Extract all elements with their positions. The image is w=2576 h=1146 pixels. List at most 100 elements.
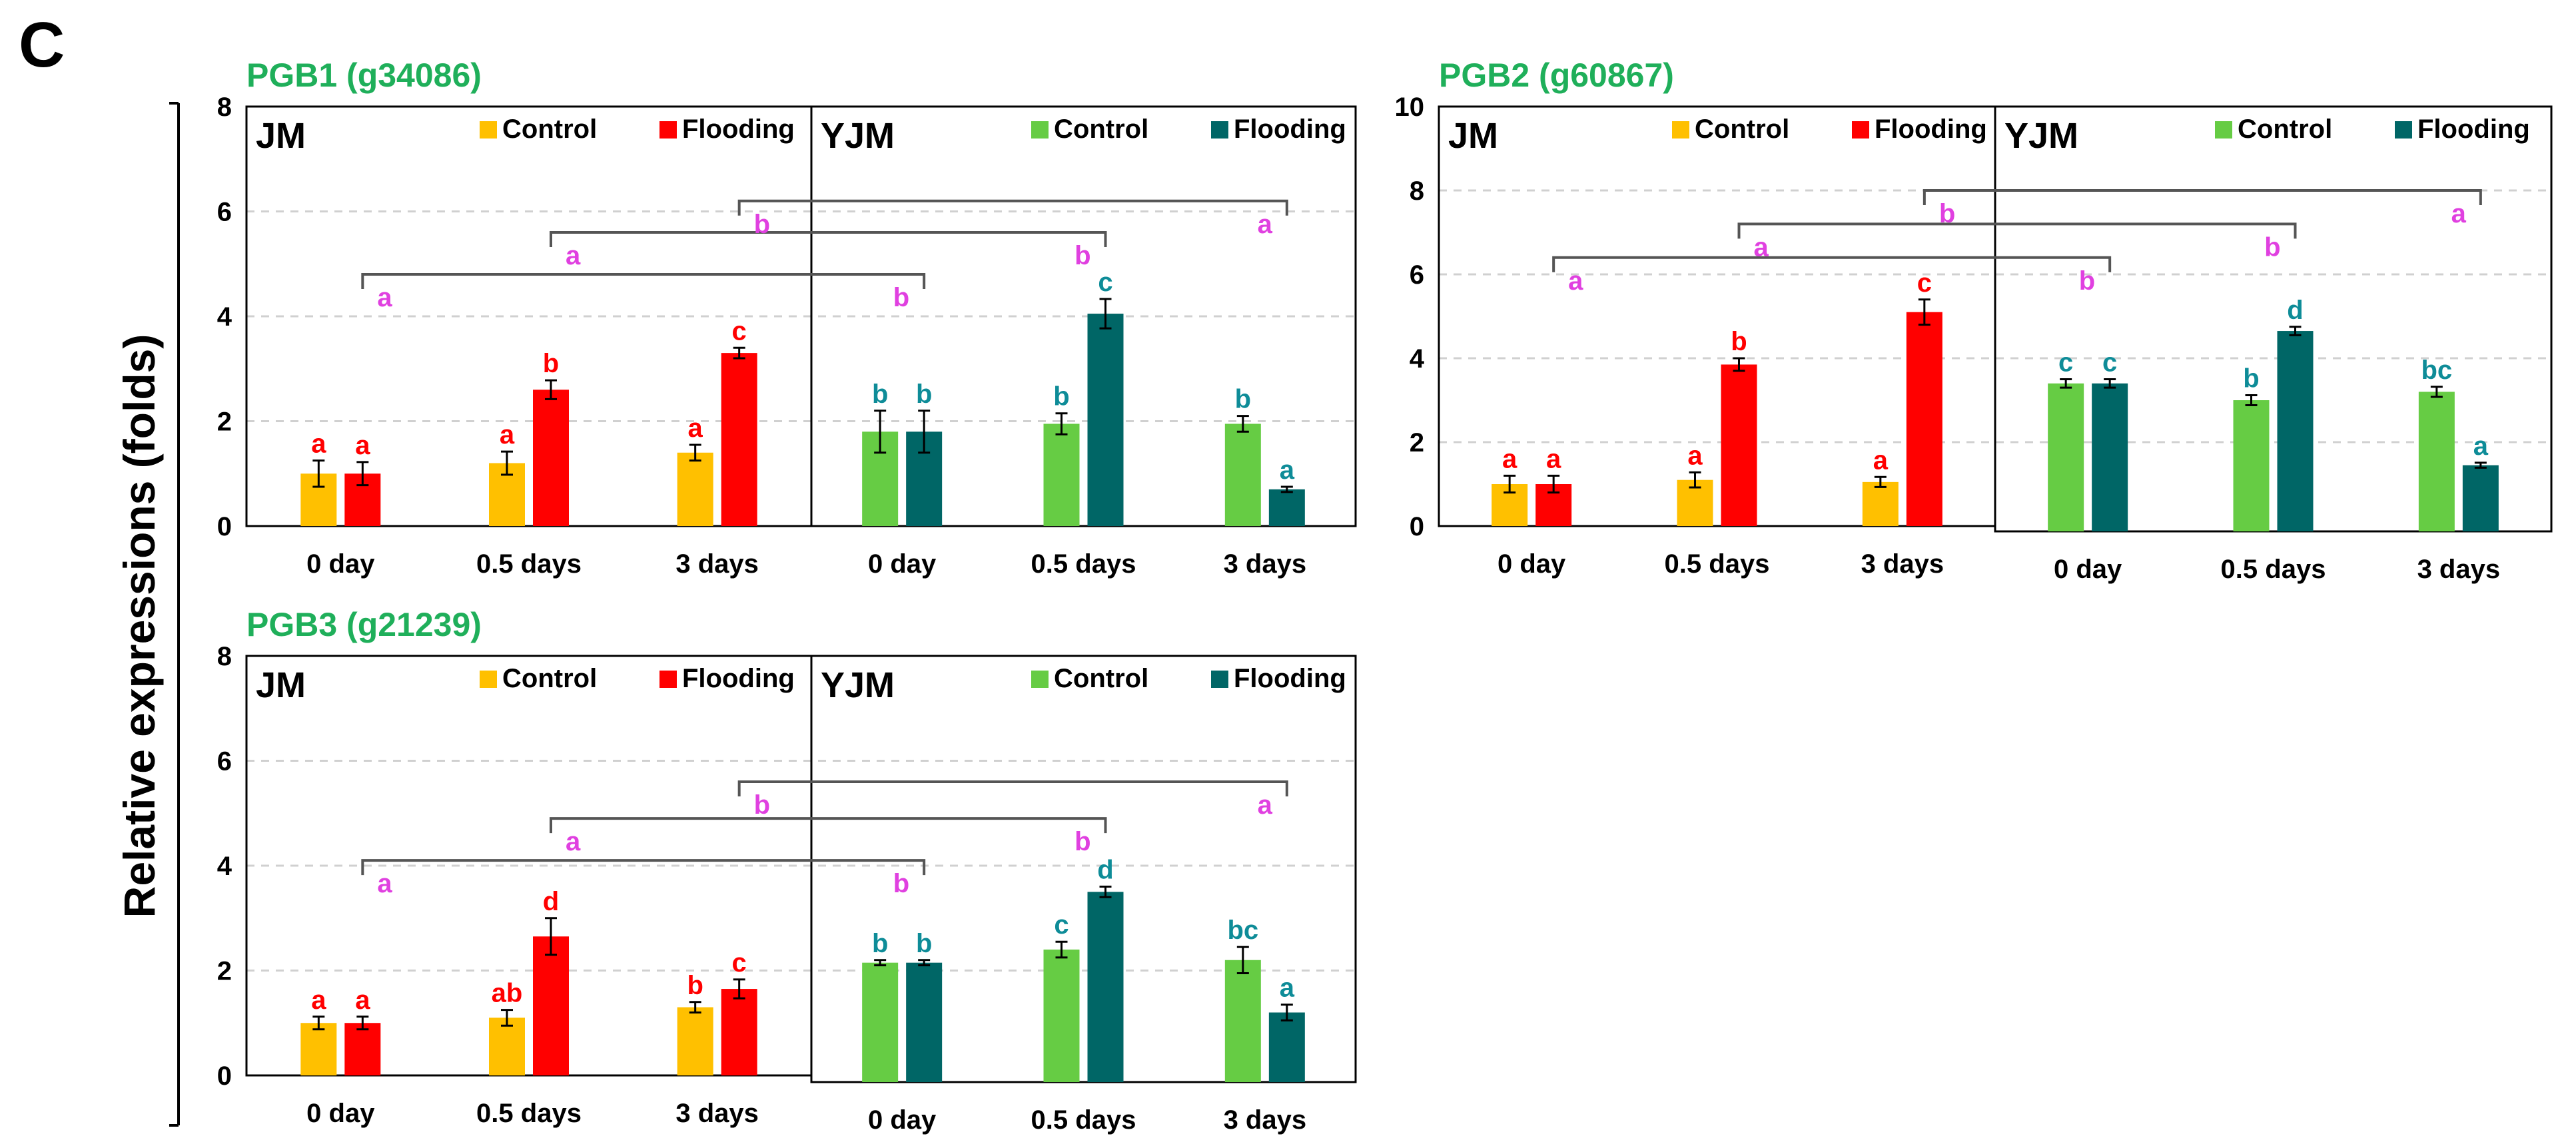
group-label: YJM bbox=[2004, 116, 2078, 156]
y-tick-label: 10 bbox=[1395, 93, 1425, 122]
significance-letter: ab bbox=[492, 979, 523, 1008]
bar bbox=[1043, 950, 1080, 1082]
chart-title: PGB2 (g60867) bbox=[1439, 57, 1674, 94]
legend-label: Control bbox=[1054, 664, 1148, 693]
legend-swatch bbox=[1852, 121, 1869, 139]
bracket-line bbox=[1923, 189, 2482, 205]
significance-letter: a bbox=[1502, 444, 1517, 473]
bar bbox=[1906, 312, 1942, 526]
panel-label: C bbox=[19, 9, 65, 81]
bracket-letter: b bbox=[1939, 199, 1955, 228]
bar bbox=[2462, 465, 2499, 531]
bracket-letter: a bbox=[1568, 266, 1583, 296]
legend-label: Flooding bbox=[1875, 115, 1987, 144]
group-label: JM bbox=[256, 116, 306, 156]
legend-swatch bbox=[1031, 671, 1049, 688]
significance-letter: b bbox=[1053, 382, 1069, 412]
group-frame bbox=[810, 105, 1357, 527]
bar bbox=[2092, 383, 2128, 531]
legend-label: Control bbox=[1695, 115, 1789, 144]
chart-title: PGB3 (g21239) bbox=[246, 606, 482, 643]
significance-letter: b bbox=[916, 929, 932, 958]
group-label: JM bbox=[256, 665, 306, 705]
x-tick-label: 3 days bbox=[2417, 555, 2501, 584]
y-tick-label: 0 bbox=[1410, 512, 1424, 541]
legend-label: Flooding bbox=[2417, 115, 2530, 144]
significance-letter: a bbox=[311, 986, 326, 1015]
bracket-letter: b bbox=[754, 790, 770, 820]
bracket-line bbox=[550, 231, 1107, 247]
y-tick-label: 2 bbox=[1410, 428, 1424, 457]
significance-letter: c bbox=[1098, 268, 1112, 297]
bar bbox=[1721, 364, 1757, 526]
x-tick-label: 3 days bbox=[1224, 549, 1307, 579]
x-tick-label: 0 day bbox=[2054, 555, 2122, 584]
charts: PGB1 (g34086) 0 2 4 6 8 JM Control Flooding 0 day… bbox=[217, 57, 2553, 1135]
significance-letter: a bbox=[311, 430, 326, 459]
bar bbox=[2048, 383, 2084, 531]
bar bbox=[677, 452, 713, 526]
bracket-letter: b bbox=[1074, 241, 1090, 270]
bracket-letter: a bbox=[566, 241, 581, 270]
y-tick-label: 4 bbox=[217, 302, 232, 332]
y-tick-label: 4 bbox=[217, 852, 232, 881]
bracket-letter: b bbox=[893, 283, 909, 312]
bar bbox=[300, 1023, 337, 1075]
bracket-letter: a bbox=[1258, 790, 1273, 820]
significance-letter: d bbox=[543, 887, 559, 916]
y-tick-label: 0 bbox=[217, 1061, 232, 1091]
significance-letter: a bbox=[688, 414, 703, 443]
legend-swatch bbox=[1211, 121, 1228, 139]
x-tick-label: 3 days bbox=[675, 549, 759, 579]
bracket-letter: b bbox=[893, 869, 909, 898]
y-axis-label: Relative expressions (folds) bbox=[115, 334, 164, 918]
legend-label: Control bbox=[502, 115, 597, 144]
legend-label: Flooding bbox=[682, 115, 795, 144]
bar bbox=[1862, 481, 1899, 526]
bar bbox=[2418, 392, 2455, 531]
chart-3: PGB3 (g21239) 0 2 4 6 8 JM Control Flooding 0 day… bbox=[217, 606, 1357, 1135]
x-tick-label: 0.5 days bbox=[476, 1099, 582, 1128]
bar bbox=[677, 1007, 713, 1075]
bar bbox=[862, 962, 899, 1082]
bar bbox=[1224, 424, 1261, 526]
significance-letter: b bbox=[1731, 327, 1747, 356]
y-tick-label: 2 bbox=[217, 408, 232, 437]
significance-letter: b bbox=[916, 380, 932, 409]
y-tick-label: 2 bbox=[217, 957, 232, 986]
chart-1: PGB1 (g34086) 0 2 4 6 8 JM Control Flooding 0 day… bbox=[217, 57, 1357, 579]
legend-swatch bbox=[1211, 671, 1228, 688]
significance-letter: b bbox=[2243, 364, 2259, 393]
group-frame bbox=[1994, 105, 2553, 533]
group-label: JM bbox=[1448, 116, 1498, 156]
y-tick-label: 8 bbox=[217, 93, 232, 122]
bracket-line bbox=[361, 273, 926, 289]
bracket-line bbox=[1552, 256, 2112, 272]
bar bbox=[1268, 1012, 1305, 1082]
bar bbox=[533, 390, 569, 526]
group-frame bbox=[810, 655, 1357, 1083]
bar bbox=[1224, 960, 1261, 1082]
significance-letter: d bbox=[2287, 296, 2303, 325]
x-tick-label: 0.5 days bbox=[1031, 549, 1136, 579]
x-tick-label: 0 day bbox=[306, 1099, 375, 1128]
y-tick-label: 6 bbox=[217, 198, 232, 227]
significance-letter: a bbox=[1546, 444, 1561, 473]
legend-swatch bbox=[659, 121, 677, 139]
significance-letter: a bbox=[2473, 431, 2489, 461]
bracket-letter: a bbox=[1754, 232, 1769, 262]
legend-label: Control bbox=[502, 664, 597, 693]
legend-label: Flooding bbox=[682, 664, 795, 693]
bracket-letter: a bbox=[377, 869, 392, 898]
legend-swatch bbox=[1031, 121, 1049, 139]
significance-letter: c bbox=[1917, 268, 1932, 298]
legend-label: Flooding bbox=[1234, 115, 1346, 144]
